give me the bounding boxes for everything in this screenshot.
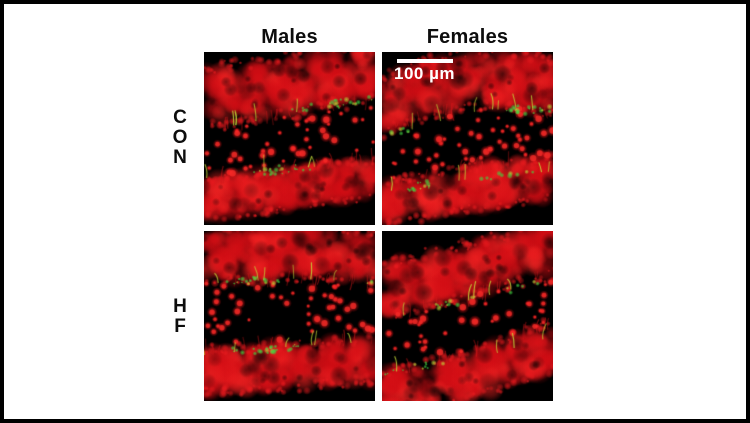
micrograph-canvas-males-con [204,52,375,225]
row-label-con: C O N [172,107,188,168]
row-label-hf: H F [173,296,187,337]
micrograph-canvas-males-hf [204,231,375,401]
scale-bar-label: 100 µm [394,64,455,83]
scale-bar: 100 µm [394,59,455,84]
column-header-males: Males [261,26,318,48]
micrograph-panel-males-hf [204,231,375,401]
micrograph-panel-males-con [204,52,375,225]
scale-bar-line [397,59,453,63]
micrograph-canvas-females-con [382,52,553,225]
micrograph-canvas-females-hf [382,231,553,401]
micrograph-panel-females-hf [382,231,553,401]
column-header-females: Females [426,26,509,48]
micrograph-panel-females-con: 100 µm [382,52,553,225]
